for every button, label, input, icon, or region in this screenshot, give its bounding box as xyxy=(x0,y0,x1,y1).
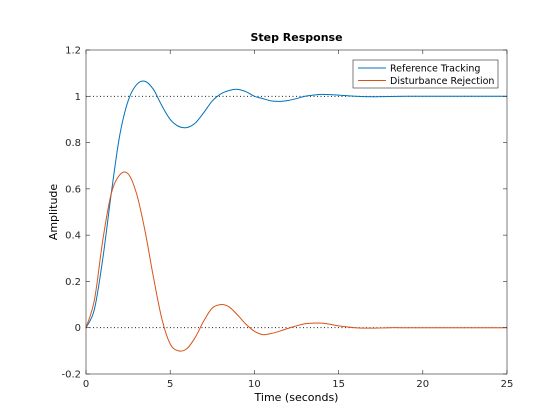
x-tick-label: 15 xyxy=(332,379,345,390)
x-axis-label: Time (seconds) xyxy=(254,391,339,404)
y-tick-label: 0.2 xyxy=(65,277,81,288)
x-tick-label: 20 xyxy=(416,379,429,390)
y-tick-label: 0.6 xyxy=(65,184,81,195)
y-axis-label: Amplitude xyxy=(47,184,60,241)
y-tick-label: 0.8 xyxy=(65,138,81,149)
series-line-reference-tracking xyxy=(85,80,507,328)
x-tick-label: 5 xyxy=(167,379,173,390)
legend-box xyxy=(352,59,499,89)
series-layer xyxy=(85,80,507,352)
series-line-disturbance-rejection xyxy=(85,171,507,352)
axes-box xyxy=(85,49,508,375)
legend-label-reference-tracking: Reference Tracking xyxy=(390,64,480,75)
y-tick-label: 0.4 xyxy=(65,231,81,242)
legend-label-disturbance-rejection: Disturbance Rejection xyxy=(390,76,494,87)
x-tick-label: 10 xyxy=(248,379,261,390)
y-tick-label: 1 xyxy=(75,92,81,103)
plot-area xyxy=(86,50,507,374)
axis-ticks: 0 5 10 15 20 25-0.200.20.40.60.811.2 xyxy=(61,46,513,391)
y-tick-label: 0 xyxy=(75,323,81,334)
y-tick-label: 1.2 xyxy=(65,46,81,57)
y-tick-label: -0.2 xyxy=(61,370,81,381)
x-tick-label: 0 xyxy=(83,379,89,390)
x-tick-label: 25 xyxy=(501,379,514,390)
chart-title: Step Response xyxy=(250,31,342,44)
